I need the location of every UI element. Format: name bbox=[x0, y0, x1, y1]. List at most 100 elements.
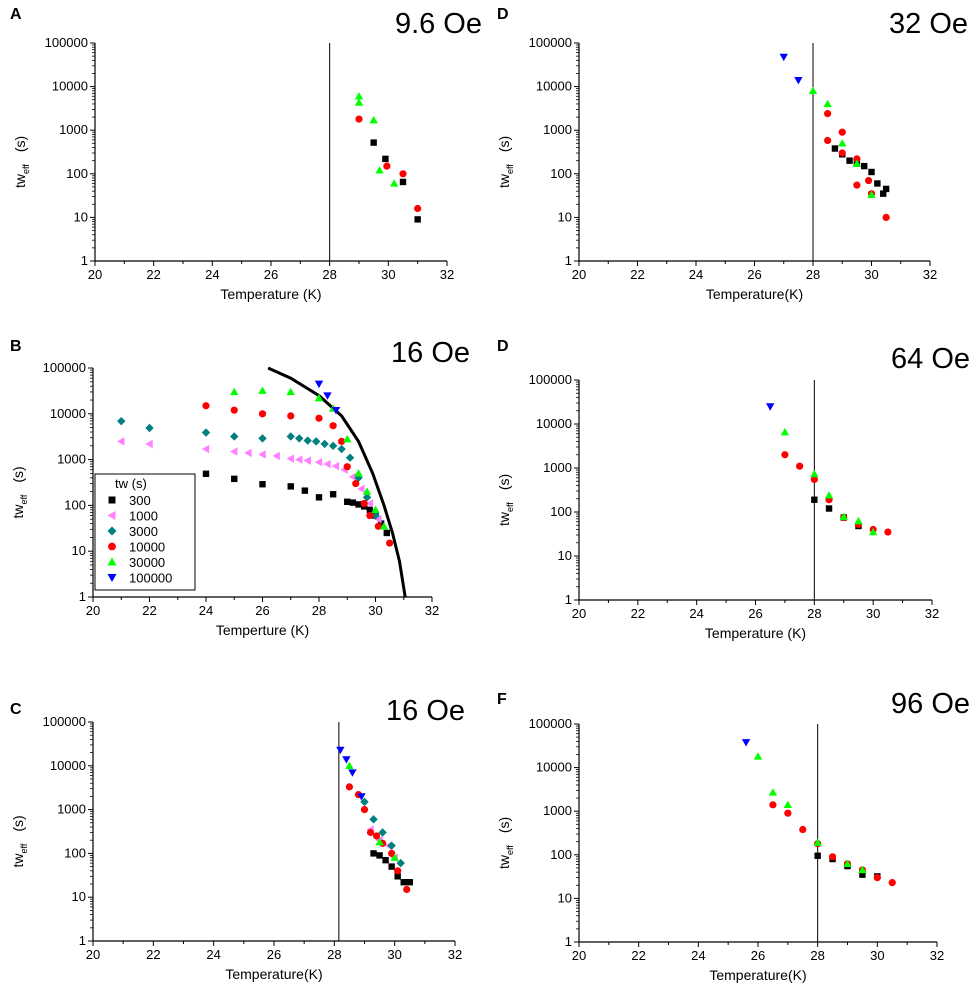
data-point bbox=[377, 520, 385, 527]
legend-title: tw (s) bbox=[115, 476, 147, 491]
panel-letter: D bbox=[497, 338, 509, 355]
y-tick-label: 100000 bbox=[45, 35, 88, 50]
data-point bbox=[370, 139, 377, 146]
y-tick-label: 10000 bbox=[52, 79, 88, 94]
data-point bbox=[336, 746, 345, 755]
x-tick-label: 24 bbox=[689, 606, 703, 621]
y-tick-label: 1 bbox=[565, 934, 572, 949]
series-100000 bbox=[779, 53, 803, 85]
x-axis-label: Temperature(K) bbox=[709, 967, 806, 983]
x-tick-label: 30 bbox=[870, 948, 884, 963]
data-point bbox=[345, 783, 354, 791]
chart-panel-1: A 9.6 Oe 20 22 24 26 28 30 32 1 10 100 1000 10000 1000… bbox=[10, 6, 482, 302]
y-tick-label: 1000 bbox=[543, 460, 572, 475]
x-tick-label: 28 bbox=[806, 267, 820, 282]
panel-letter: C bbox=[10, 701, 22, 718]
data-point bbox=[230, 432, 239, 441]
data-point bbox=[374, 522, 382, 530]
x-axis-label: Temperature(K) bbox=[706, 286, 803, 302]
y-tick-label: 1 bbox=[565, 253, 572, 268]
x-tick-label: 22 bbox=[146, 947, 160, 962]
x-tick-label: 20 bbox=[86, 947, 100, 962]
data-point bbox=[314, 457, 323, 467]
data-point bbox=[882, 185, 890, 193]
data-point bbox=[387, 841, 396, 850]
data-point bbox=[376, 852, 383, 859]
x-tick-label: 24 bbox=[199, 603, 213, 618]
y-axis-label: tweff (s) bbox=[496, 136, 515, 188]
panel-title: 16 Oe bbox=[391, 337, 470, 369]
data-point bbox=[331, 406, 341, 415]
data-point bbox=[394, 867, 402, 875]
data-point bbox=[379, 522, 389, 530]
x-tick-label: 24 bbox=[206, 947, 220, 962]
x-tick-label: 28 bbox=[810, 948, 824, 963]
y-axis-label-main: tw bbox=[496, 854, 512, 869]
data-point bbox=[315, 494, 323, 501]
data-point bbox=[145, 423, 154, 433]
data-point bbox=[323, 392, 332, 400]
y-axis-label-main: tw bbox=[10, 504, 26, 519]
x-axis-label: Temperature (K) bbox=[705, 625, 806, 641]
data-point bbox=[287, 483, 294, 490]
data-point bbox=[295, 434, 304, 443]
data-point bbox=[360, 499, 368, 508]
chart-panel-2: B 16 Oe 20 22 24 26 28 30 32 1 10 100 1000 10000 10000… bbox=[10, 337, 470, 638]
series-30000 bbox=[345, 761, 399, 861]
data-point bbox=[399, 170, 407, 178]
y-tick-label: 10000 bbox=[536, 79, 572, 94]
x-tick-label: 30 bbox=[368, 603, 382, 618]
data-point bbox=[852, 159, 862, 167]
data-point bbox=[331, 461, 340, 471]
data-point bbox=[272, 451, 280, 461]
x-tick-label: 28 bbox=[312, 603, 326, 618]
data-point bbox=[202, 402, 210, 410]
data-point bbox=[345, 761, 354, 769]
data-point bbox=[388, 849, 396, 858]
x-tick-label: 24 bbox=[205, 267, 219, 282]
y-axis-label-sub: eff bbox=[19, 843, 29, 853]
y-tick-label: 1 bbox=[81, 253, 88, 268]
data-point bbox=[345, 453, 355, 462]
data-point bbox=[810, 469, 819, 478]
data-point bbox=[303, 456, 311, 465]
data-point bbox=[884, 528, 892, 536]
data-point bbox=[287, 412, 295, 420]
x-tick-label: 32 bbox=[425, 603, 439, 618]
legend-marker bbox=[107, 557, 117, 566]
x-tick-label: 20 bbox=[572, 267, 586, 282]
data-point bbox=[374, 514, 382, 524]
series-10000 bbox=[781, 451, 892, 536]
y-tick-label: 1 bbox=[79, 933, 86, 948]
data-point bbox=[202, 470, 210, 477]
legend-marker bbox=[108, 496, 116, 504]
data-point bbox=[390, 853, 399, 861]
y-tick-label: 10 bbox=[74, 209, 88, 224]
series-1000 bbox=[117, 437, 382, 524]
series-100000 bbox=[336, 746, 366, 801]
data-point bbox=[355, 115, 363, 123]
y-axis-label-main: tw bbox=[496, 173, 512, 188]
y-tick-label: 1 bbox=[565, 592, 572, 607]
legend-marker bbox=[107, 511, 116, 520]
panel-title: 16 Oe bbox=[386, 695, 465, 727]
data-point bbox=[853, 181, 861, 189]
x-tick-label: 26 bbox=[264, 267, 278, 282]
data-point bbox=[354, 98, 364, 106]
panel-letter: D bbox=[497, 6, 509, 23]
series-30000 bbox=[808, 86, 876, 198]
x-tick-label: 20 bbox=[88, 267, 102, 282]
data-point bbox=[354, 92, 364, 100]
y-axis-label-unit: (s) bbox=[496, 474, 512, 490]
y-tick-label: 10000 bbox=[536, 416, 572, 431]
data-point bbox=[375, 166, 384, 174]
data-point bbox=[406, 879, 413, 886]
data-point bbox=[858, 865, 867, 874]
data-point bbox=[860, 162, 868, 170]
data-point bbox=[868, 527, 878, 536]
data-point bbox=[258, 434, 267, 443]
y-tick-label: 10000 bbox=[50, 758, 86, 773]
data-point bbox=[824, 491, 834, 499]
